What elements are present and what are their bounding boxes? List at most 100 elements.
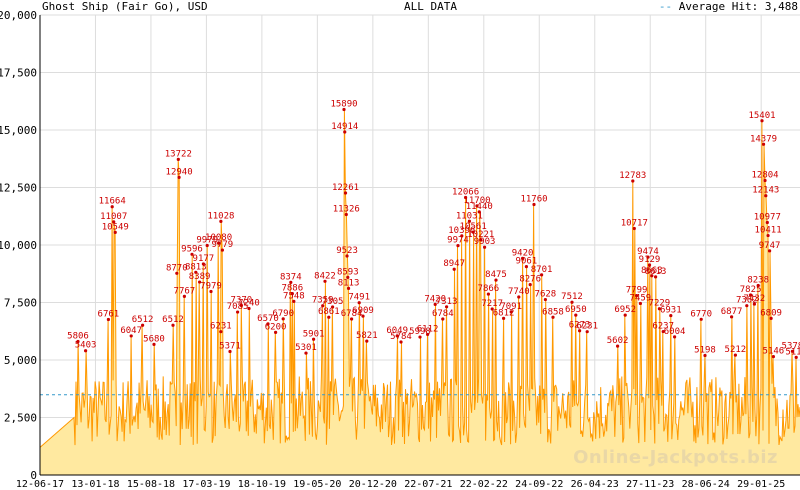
peak-marker [346, 286, 351, 291]
peak-marker [304, 351, 308, 355]
peak-marker [141, 323, 145, 327]
peak-marker [494, 278, 498, 282]
peak-label: 12940 [166, 167, 193, 177]
peak-label: 5403 [75, 341, 97, 351]
peak-label: 12783 [619, 171, 646, 181]
peak-marker [471, 230, 475, 234]
peak-marker [112, 220, 116, 224]
peak-marker [638, 301, 643, 306]
peak-label: 6512 [162, 315, 184, 325]
peak-marker [475, 204, 479, 208]
peak-marker [346, 275, 350, 279]
peak-label: 6512 [132, 315, 154, 325]
peak-label: 7548 [283, 291, 305, 301]
peak-marker [521, 256, 525, 260]
peak-label: 7229 [649, 299, 671, 309]
peak-label: 6784 [341, 309, 363, 319]
x-tick-label: 12-06-17 [16, 479, 64, 490]
peak-marker [646, 255, 650, 259]
peak-label: 8663 [641, 266, 663, 276]
peak-marker [190, 252, 194, 256]
peak-label: 6861 [318, 307, 340, 317]
peak-label: 6237 [652, 322, 674, 332]
peak-label: 7459 [630, 293, 652, 303]
peak-marker [540, 273, 544, 277]
peak-label: 10549 [102, 222, 129, 232]
peak-label: 6770 [690, 309, 712, 319]
peak-label: 9420 [512, 248, 534, 258]
peak-marker [460, 234, 464, 238]
peak-marker [585, 330, 589, 334]
peak-marker [760, 119, 764, 123]
x-tick-label: 18-10-19 [238, 479, 286, 490]
peak-marker [483, 245, 487, 249]
x-tick-label: 17-03-19 [182, 479, 230, 490]
peak-marker [321, 304, 325, 308]
average-legend-label: Average Hit: 3,488 [678, 0, 798, 13]
peak-label: 7217 [481, 299, 503, 309]
peak-marker [456, 243, 460, 248]
peak-marker [524, 264, 529, 269]
peak-label: 6858 [542, 307, 564, 317]
x-tick-label: 13-01-18 [71, 479, 119, 490]
peak-label: 7305 [322, 297, 344, 307]
peak-label: 7091 [500, 302, 522, 312]
peak-label: 8613 [645, 267, 667, 277]
peak-marker [794, 355, 798, 360]
peak-label: 6231 [576, 322, 598, 332]
x-tick-label: 24-09-22 [515, 479, 563, 490]
peak-label: 8276 [519, 275, 541, 285]
peak-marker [631, 179, 635, 183]
peak-label: 7370 [231, 295, 253, 305]
peak-marker [661, 329, 665, 334]
peak-marker [749, 293, 753, 297]
peak-marker [730, 315, 734, 319]
peak-label: 8947 [443, 259, 465, 269]
peak-marker [129, 334, 133, 338]
peak-label: 9596 [181, 244, 203, 254]
peak-marker [219, 219, 223, 223]
x-tick-label: 20-12-20 [349, 479, 397, 490]
peak-marker [239, 303, 243, 308]
y-tick-label: 7,500 [4, 297, 37, 310]
peak-label: 5680 [143, 334, 165, 344]
peak-marker [699, 317, 703, 321]
peak-marker [673, 335, 677, 339]
peak-label: 9177 [193, 254, 215, 264]
peak-label: 5378 [782, 341, 800, 351]
peak-marker [445, 305, 449, 309]
peak-label: 6049 [386, 326, 408, 336]
peak-marker [345, 254, 349, 258]
peak-label: 15890 [330, 100, 357, 110]
y-tick-label: 20,000 [0, 9, 37, 22]
peak-marker [171, 323, 175, 327]
peak-marker [616, 344, 620, 348]
peak-label: 10221 [467, 230, 494, 240]
peak-marker [551, 315, 555, 319]
peak-marker [292, 299, 296, 303]
peak-label: 6952 [614, 305, 636, 315]
peak-marker [110, 205, 114, 209]
chart-title: Ghost Ship (Fair Go), USD [42, 0, 208, 13]
peak-labels: 5806540367611166411007105496047651256806… [67, 100, 800, 360]
peak-marker [657, 307, 662, 311]
peak-marker [343, 191, 348, 195]
peak-marker [745, 304, 749, 308]
peak-marker [769, 316, 773, 320]
peak-marker [509, 310, 513, 314]
peak-marker [182, 294, 186, 298]
peak-marker [84, 349, 88, 353]
peak-label: 12143 [752, 186, 779, 196]
peak-label: 6909 [352, 306, 374, 316]
peak-label: 12804 [751, 171, 778, 181]
peak-marker [289, 280, 293, 284]
peak-label: 11031 [456, 211, 483, 221]
average-legend-swatch: -- [658, 0, 673, 13]
history-area [39, 109, 800, 475]
peak-label: 10080 [205, 233, 232, 243]
peak-label: 8701 [531, 265, 553, 275]
peak-label: 10561 [460, 222, 487, 232]
peak-label: 5784 [390, 332, 412, 342]
average-legend: -- Average Hit: 3,488 [659, 0, 798, 13]
peak-label: 11007 [100, 212, 127, 222]
